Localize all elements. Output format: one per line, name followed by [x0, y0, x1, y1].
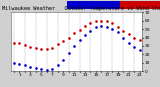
- Bar: [120, 1, 160, 9]
- Bar: [67, 1, 120, 9]
- Text: Milwaukee Weather   Outdoor Temperature vs Wind Chill   (24 Hours): Milwaukee Weather Outdoor Temperature vs…: [2, 6, 160, 11]
